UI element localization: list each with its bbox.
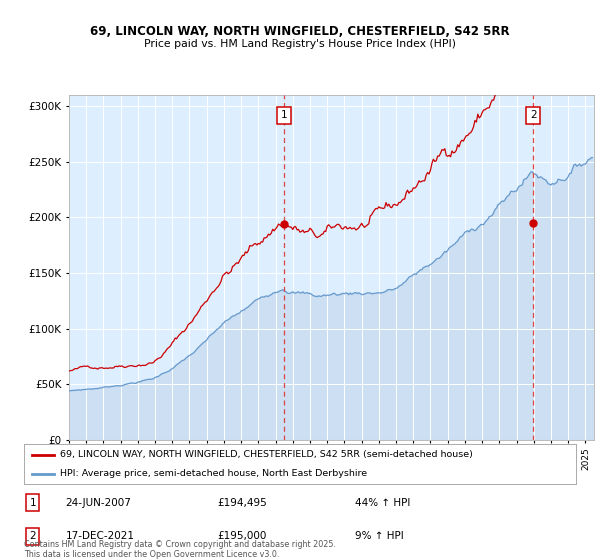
Text: 2: 2 bbox=[29, 531, 36, 541]
Text: 1: 1 bbox=[281, 110, 287, 120]
Text: Price paid vs. HM Land Registry's House Price Index (HPI): Price paid vs. HM Land Registry's House … bbox=[144, 39, 456, 49]
Text: £194,495: £194,495 bbox=[217, 498, 267, 507]
Text: Contains HM Land Registry data © Crown copyright and database right 2025.
This d: Contains HM Land Registry data © Crown c… bbox=[24, 540, 336, 559]
Text: 9% ↑ HPI: 9% ↑ HPI bbox=[355, 531, 404, 541]
Text: 24-JUN-2007: 24-JUN-2007 bbox=[65, 498, 131, 507]
Text: 69, LINCOLN WAY, NORTH WINGFIELD, CHESTERFIELD, S42 5RR (semi-detached house): 69, LINCOLN WAY, NORTH WINGFIELD, CHESTE… bbox=[60, 450, 473, 459]
Text: £195,000: £195,000 bbox=[217, 531, 266, 541]
Text: 69, LINCOLN WAY, NORTH WINGFIELD, CHESTERFIELD, S42 5RR: 69, LINCOLN WAY, NORTH WINGFIELD, CHESTE… bbox=[90, 25, 510, 38]
Text: HPI: Average price, semi-detached house, North East Derbyshire: HPI: Average price, semi-detached house,… bbox=[60, 469, 367, 478]
Text: 44% ↑ HPI: 44% ↑ HPI bbox=[355, 498, 410, 507]
Text: 2: 2 bbox=[530, 110, 536, 120]
Text: 17-DEC-2021: 17-DEC-2021 bbox=[65, 531, 134, 541]
Text: 1: 1 bbox=[29, 498, 36, 507]
